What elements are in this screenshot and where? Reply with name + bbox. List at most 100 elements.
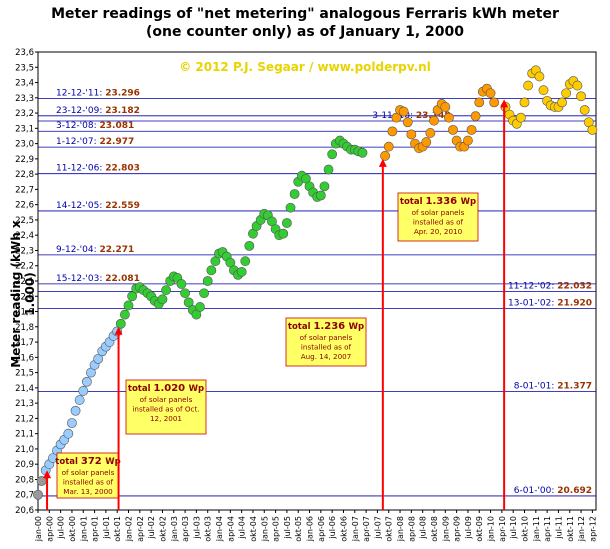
data-point xyxy=(568,76,579,86)
x-tick-label: okt-04 xyxy=(249,516,258,542)
data-point xyxy=(327,149,338,160)
x-tick-label: jan-07 xyxy=(351,516,360,542)
reference-line-label: 14-12-'05: 22.559 xyxy=(56,201,140,211)
annotation-line: of solar panels xyxy=(140,395,193,404)
chart-title-line-1: Meter readings of "net metering" analogo… xyxy=(51,6,559,22)
data-point xyxy=(70,405,81,416)
data-point xyxy=(508,115,519,126)
annotation-line: of solar panels xyxy=(300,333,353,342)
data-point xyxy=(146,291,157,302)
data-point xyxy=(59,434,70,445)
reference-line-label: 3-11-'10: 23.148 xyxy=(372,111,450,121)
data-point xyxy=(395,105,405,115)
data-point xyxy=(312,192,323,202)
x-tick-label: jul-09 xyxy=(464,516,473,540)
annotation-title: total 1.020 Wp xyxy=(128,383,204,394)
x-tick-label: jan-06 xyxy=(306,516,315,542)
data-point xyxy=(138,285,149,296)
data-point xyxy=(100,341,111,352)
data-point xyxy=(81,376,92,387)
data-point xyxy=(40,465,51,476)
x-tick-label: jan-10 xyxy=(487,516,496,542)
data-point xyxy=(440,102,451,112)
data-point xyxy=(432,105,443,115)
data-point xyxy=(236,266,247,277)
data-point xyxy=(564,79,575,89)
data-point xyxy=(267,216,277,227)
x-tick-label: jan-04 xyxy=(215,516,224,542)
data-point xyxy=(131,283,142,294)
annotation-box xyxy=(125,379,207,435)
data-point xyxy=(195,302,205,312)
data-point xyxy=(233,269,243,280)
data-point xyxy=(323,164,334,175)
data-point xyxy=(477,86,488,97)
data-point xyxy=(523,80,534,91)
reference-line-label: 11-12-'06: 22.803 xyxy=(56,164,140,174)
data-point xyxy=(153,298,164,309)
x-tick-label: okt-03 xyxy=(204,516,213,542)
data-point xyxy=(52,445,62,456)
y-tick-label: 22,9 xyxy=(15,155,34,165)
data-point xyxy=(489,97,500,108)
data-point xyxy=(402,117,413,128)
annotation-line: of solar panels xyxy=(62,468,115,477)
annotation-line: 12, 2001 xyxy=(150,414,182,423)
reference-line-label: 12-12-'11: 23.296 xyxy=(56,88,140,98)
data-point xyxy=(485,88,496,99)
annotation-title: total 1.236 Wp xyxy=(288,321,364,332)
data-point xyxy=(33,489,43,500)
x-tick-label: apr-00 xyxy=(45,516,54,542)
data-point xyxy=(308,187,319,198)
x-tick-label: okt-07 xyxy=(385,516,394,542)
data-point xyxy=(301,173,311,184)
data-point xyxy=(278,228,289,239)
x-tick-label: jan-03 xyxy=(170,516,179,542)
data-point xyxy=(466,124,477,135)
reference-line-label: 1-12-'07: 22.977 xyxy=(56,137,134,147)
x-tick-label: jul-10 xyxy=(509,516,518,540)
data-point xyxy=(93,353,104,364)
y-tick-label: 20,8 xyxy=(15,475,34,485)
y-tick-label: 23,3 xyxy=(15,94,34,104)
annotation-line: Aug. 14, 2007 xyxy=(301,352,352,361)
x-tick-label: jul-01 xyxy=(102,516,111,540)
data-point xyxy=(142,288,153,299)
chart-title-line-2: (one counter only) as of January 1, 2000 xyxy=(145,24,465,40)
data-point xyxy=(97,346,108,357)
data-point xyxy=(127,291,138,302)
x-tick-label: apr-02 xyxy=(136,516,145,542)
data-point xyxy=(183,297,194,308)
x-tick-label: jul-07 xyxy=(373,516,382,540)
annotation-arrow-head xyxy=(500,99,509,108)
x-tick-label: okt-08 xyxy=(430,516,439,542)
data-point xyxy=(74,395,85,405)
data-point xyxy=(387,126,398,137)
x-tick-label: okt-01 xyxy=(113,516,122,542)
data-point xyxy=(157,294,168,305)
y-tick-label: 20,9 xyxy=(15,460,34,470)
data-point xyxy=(134,282,145,293)
y-tick-label: 21,0 xyxy=(15,445,34,455)
data-point xyxy=(549,102,560,112)
data-point xyxy=(296,170,307,181)
data-point xyxy=(346,144,357,155)
reference-line-label: 15-12-'03: 22.081 xyxy=(56,274,140,284)
annotation-line: Mar. 13, 2000 xyxy=(63,487,113,496)
data-point xyxy=(425,128,436,138)
data-point xyxy=(210,256,221,267)
data-point xyxy=(187,305,198,315)
y-tick-label: 20,6 xyxy=(15,506,34,516)
data-point xyxy=(115,318,126,329)
data-point xyxy=(89,360,100,370)
data-point xyxy=(463,135,473,146)
y-tick-label: 23,6 xyxy=(15,48,34,58)
data-point xyxy=(229,265,239,276)
annotation-title: total 372 Wp xyxy=(55,456,120,467)
x-tick-label: jul-00 xyxy=(57,516,66,540)
x-tick-label: jan-05 xyxy=(260,516,269,542)
data-point xyxy=(448,124,458,135)
data-point xyxy=(165,276,176,286)
data-point xyxy=(259,208,270,219)
y-axis-label: Meter reading (kWh x 1.000) xyxy=(9,220,37,368)
